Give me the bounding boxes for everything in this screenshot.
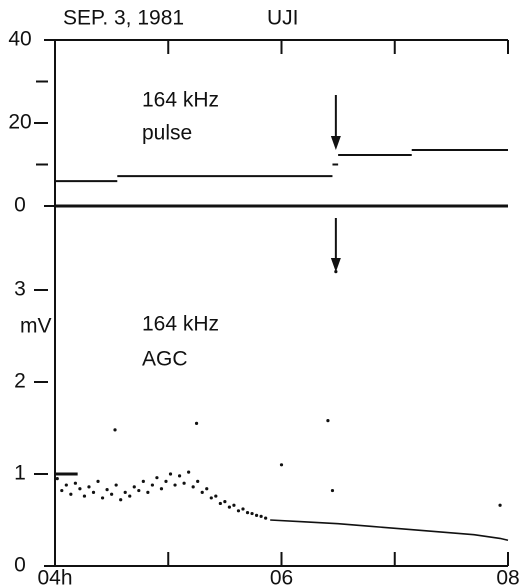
point [113,428,117,432]
arrow-head [330,136,341,150]
point [245,511,250,515]
point [205,487,209,491]
annotation: UJI [267,7,299,30]
point [196,479,200,483]
point [155,476,159,480]
point [218,501,222,506]
point [91,490,96,494]
point [334,270,338,274]
point [200,490,204,494]
point [60,488,64,493]
point [279,463,284,467]
point [132,485,136,489]
point [227,505,232,509]
point [159,487,164,491]
point [177,474,182,478]
annotation: SEP. 3, 1981 [63,7,184,30]
point [119,498,123,502]
y-tick-label: 2 [14,370,26,393]
point [223,500,227,504]
point [137,488,141,493]
annotation: AGC [142,348,188,371]
point [141,479,145,483]
point [498,503,502,507]
point [187,470,191,474]
point [64,483,68,487]
x-tick-label: 08 [496,567,519,588]
annotation: 164 kHz [142,313,219,336]
annotation: 164 kHz [142,89,219,112]
point [250,511,254,516]
point [214,494,218,498]
point [150,483,154,487]
point [194,421,199,425]
point [241,507,245,511]
y-tick-label: 0 [14,554,26,577]
point [254,513,259,518]
point [330,488,335,493]
point [182,481,186,485]
point [110,492,114,496]
point [100,496,105,500]
y-tick-label: 1 [14,462,26,485]
point [264,516,268,520]
point [73,481,77,485]
point [123,490,127,494]
point [105,488,109,492]
point [164,479,168,483]
arrow-head [330,258,341,272]
y-tick-label: 20 [8,111,31,134]
point [146,490,150,494]
point [78,487,82,491]
y-tick-label: 40 [8,28,31,51]
point [173,483,177,487]
line [270,519,509,542]
point [209,496,213,500]
point [114,483,118,487]
x-tick-label: 06 [270,567,293,588]
point [259,514,263,518]
point [69,492,73,496]
point [82,494,87,498]
point [236,509,241,513]
point [326,419,330,423]
y-axis-label: mV [20,315,52,338]
annotation: pulse [142,122,192,145]
x-tick-label: 04h [37,567,72,588]
y-tick-label: 0 [14,194,26,217]
point [168,472,173,476]
point [232,503,236,507]
point [128,494,132,498]
point [96,479,100,483]
point [55,477,59,481]
point [87,485,91,489]
point [191,485,195,489]
y-tick-label: 3 [14,278,26,301]
